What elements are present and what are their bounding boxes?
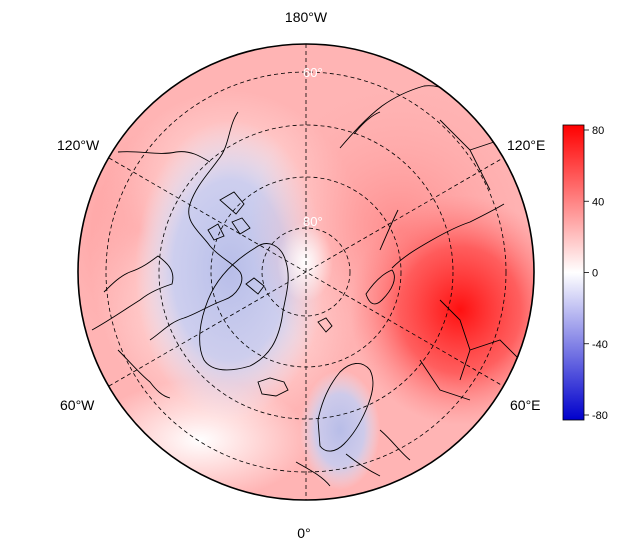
coast-greenland xyxy=(199,243,289,371)
lon-label-120w: 120°W xyxy=(57,137,100,153)
field-pole-white xyxy=(277,222,333,302)
coast-iceland xyxy=(257,377,289,397)
coastlines xyxy=(91,85,521,487)
colorbar-gradient xyxy=(562,124,585,421)
colorbar-tick-label: 40 xyxy=(592,196,604,208)
lon-label-60w: 60°W xyxy=(60,397,95,413)
meridian-60w-120e xyxy=(108,157,504,387)
lon-label-120e: 120°E xyxy=(507,137,545,153)
coast-alaska xyxy=(117,151,211,163)
map-boundary xyxy=(77,43,535,501)
lon-label-0: 0° xyxy=(297,525,310,541)
lon-label-60e: 60°E xyxy=(510,397,541,413)
colorbar-tick-label: 0 xyxy=(592,268,598,280)
colorbar: 80 40 0 -40 -80 xyxy=(562,124,608,422)
field-siberia-red xyxy=(350,195,534,425)
coast-svalbard xyxy=(317,317,333,333)
lat-circle-60 xyxy=(158,124,454,420)
coast-central-asia-borders xyxy=(419,299,521,401)
colorbar-ticks: 80 40 0 -40 -80 xyxy=(584,125,608,422)
lat-circle-outer xyxy=(105,71,507,473)
graticule xyxy=(105,44,507,500)
coast-novaya-zemlya xyxy=(365,269,395,305)
lat-label-60: 60° xyxy=(303,65,323,80)
coast-canada-arctic xyxy=(149,111,243,341)
coast-north-america-west xyxy=(91,255,174,331)
coast-scandinavia xyxy=(317,363,374,452)
anomaly-field xyxy=(78,44,534,500)
colorbar-tick-label: -40 xyxy=(592,339,608,351)
colorbar-tick-label: -80 xyxy=(592,410,608,422)
field-scandinavia-blue xyxy=(300,370,380,490)
lon-label-180w: 180°W xyxy=(285,9,328,25)
lat-label-80: 80° xyxy=(303,214,323,229)
coast-hudson xyxy=(117,349,171,399)
coast-siberia xyxy=(379,203,505,269)
colorbar-tick-label: 80 xyxy=(592,125,604,137)
coast-chukotka xyxy=(353,111,381,135)
coast-canada-islands xyxy=(207,191,265,295)
coast-europe xyxy=(295,429,411,487)
lat-circle-80 xyxy=(261,227,351,317)
